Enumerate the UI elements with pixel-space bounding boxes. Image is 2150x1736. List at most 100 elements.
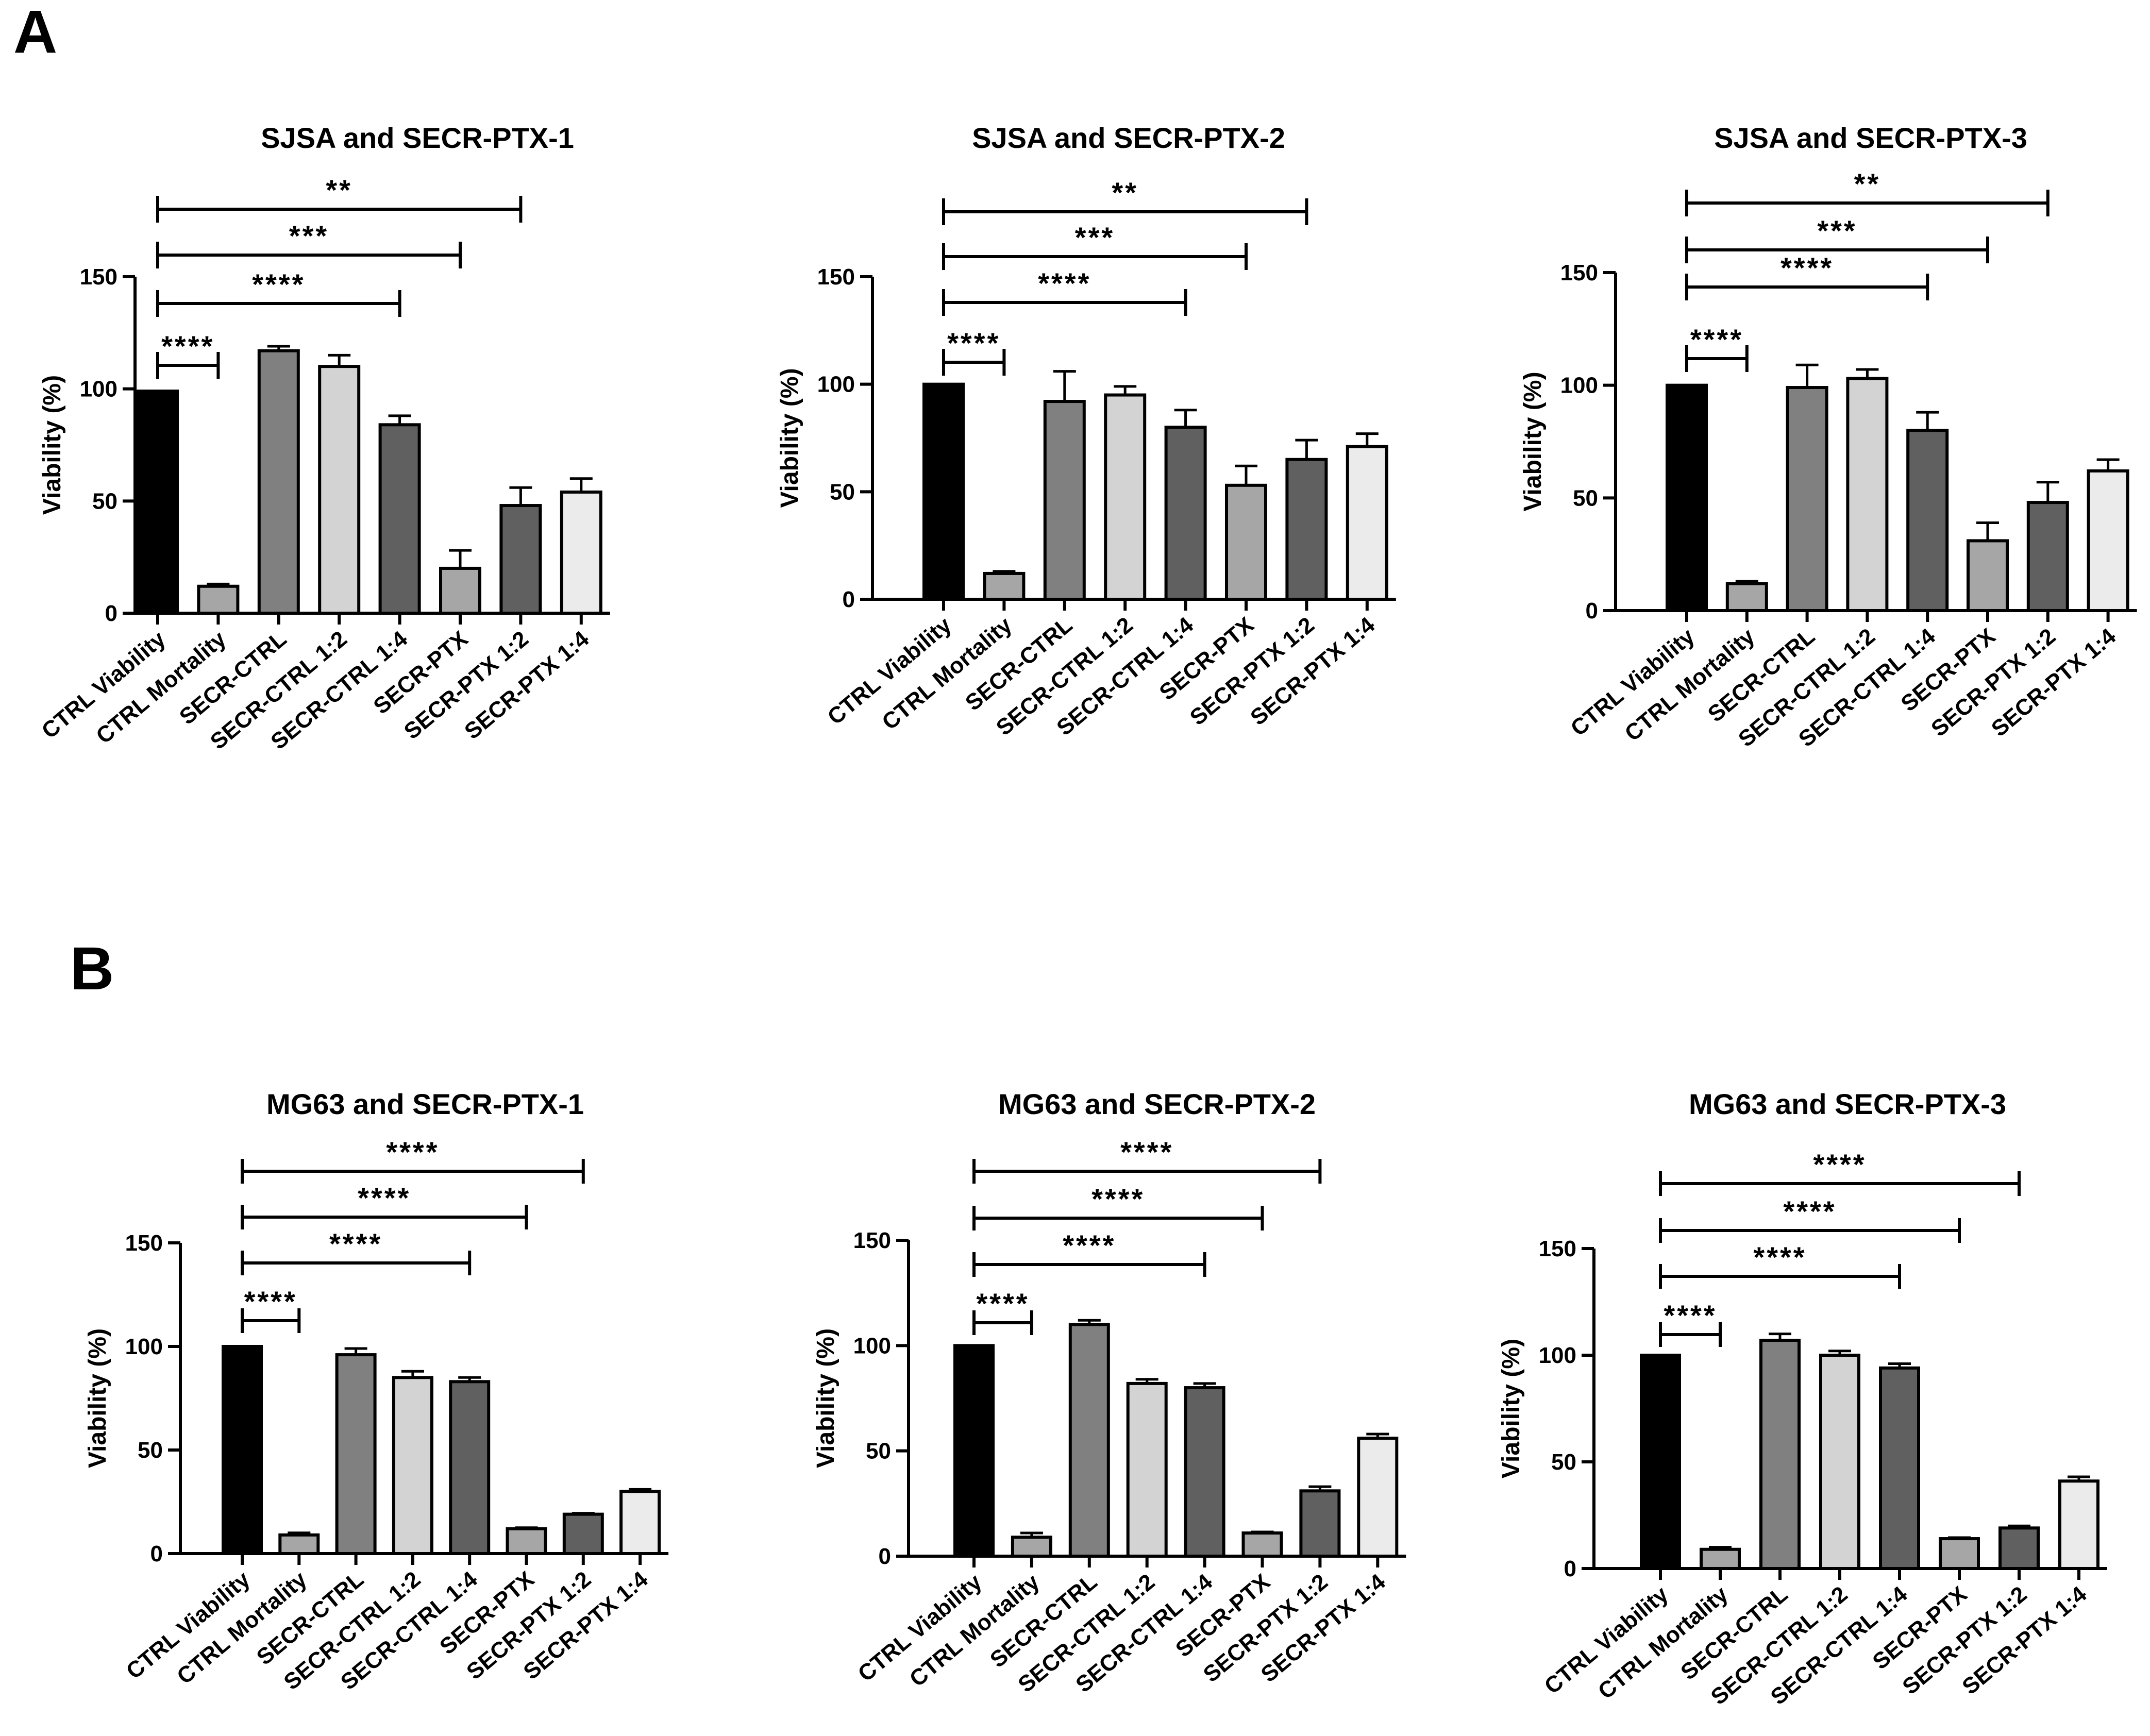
bar [1846,377,1889,613]
significance-label: **** [244,1285,297,1318]
y-tick-label: 50 [1573,485,1598,511]
chart-5: MG63 and SECR-PTX-2 0 50 100 150 Viability (%… [812,1088,1406,1697]
significance-bracket [942,289,1187,316]
y-tick-label: 50 [138,1438,163,1463]
bar [1225,483,1267,601]
bar [1285,458,1328,601]
significance-bracket [241,1205,528,1229]
significance-bracket [1685,274,1929,300]
significance-bracket [156,242,462,268]
chart-title: MG63 and SECR-PTX-3 [1689,1088,2006,1120]
significance-label: *** [1075,221,1115,254]
significance-label: **** [1120,1136,1173,1168]
y-tick-label: 50 [92,488,117,514]
y-tick-label: 50 [830,479,855,504]
y-tick-label: 100 [1560,373,1598,398]
significance-bracket [1685,345,1749,372]
y-axis-label: Viability (%) [1498,1339,1525,1478]
significance-bracket [241,1308,301,1333]
chart-3: SJSA and SECR-PTX-3 0 50 100 150 Viability (%… [1519,122,2137,752]
significance-bracket [1659,1171,2021,1196]
significance-label: ** [326,174,352,206]
y-tick-label: 150 [817,264,855,290]
y-axis-label: Viability (%) [776,368,803,508]
significance-label: **** [1664,1299,1717,1332]
significance-bracket [972,1310,1033,1335]
bar [1043,400,1086,601]
bar [335,1353,377,1556]
bar [499,504,542,615]
bar [318,365,361,615]
significance-label: **** [358,1182,411,1214]
y-tick-label: 0 [1586,598,1598,623]
bar [1700,1547,1741,1570]
significance-label: **** [1813,1148,1866,1181]
y-tick-label: 0 [150,1541,163,1566]
bar [1786,386,1828,612]
significance-label: ** [1112,176,1138,209]
significance-label: ** [1854,167,1881,200]
chart-title: SJSA and SECR-PTX-1 [261,122,574,154]
significance-bracket [156,290,401,317]
bar [983,571,1026,601]
significance-label: **** [329,1227,382,1260]
bar [197,584,240,615]
significance-bracket [1685,237,1989,263]
y-tick-label: 50 [866,1439,891,1464]
significance-label: **** [976,1287,1029,1320]
significance-bracket [156,352,220,379]
bar [1879,1366,1920,1571]
bar [2026,501,2069,613]
chart-title: SJSA and SECR-PTX-2 [972,122,1285,154]
bar [1241,1531,1283,1558]
y-tick-label: 0 [1564,1556,1576,1581]
significance-label: **** [1038,267,1091,299]
significance-label: **** [1063,1229,1116,1261]
significance-bracket [156,196,523,223]
chart-title: MG63 and SECR-PTX-1 [266,1088,584,1120]
chart-4: MG63 and SECR-PTX-1 0 50 100 150 Viability (%… [84,1088,669,1695]
bar [278,1533,320,1556]
y-axis-label: Viability (%) [1519,372,1547,511]
bar [1759,1339,1801,1571]
bar [1640,1354,1681,1570]
bar [506,1527,547,1556]
significance-label: *** [1817,214,1857,247]
y-tick-label: 100 [1539,1343,1576,1368]
chart-6: MG63 and SECR-PTX-3 0 50 100 150 Viability (%… [1498,1088,2107,1710]
bar [392,1376,433,1556]
bar [257,349,300,615]
bar [1126,1381,1168,1558]
bar [1184,1386,1225,1558]
significance-bracket [942,349,1006,376]
y-tick-label: 0 [105,601,117,626]
bar [1906,429,1949,613]
significance-bracket [241,1159,585,1184]
y-axis-label: Viability (%) [39,375,66,515]
significance-bracket [1659,1264,1901,1289]
bar [922,382,965,601]
significance-label: **** [1091,1183,1145,1215]
bar [1998,1526,2040,1571]
bar [378,423,421,615]
bar [619,1490,661,1555]
significance-bracket [942,243,1248,270]
significance-bracket [1685,190,2050,216]
bar [222,1345,263,1555]
significance-label: **** [1781,251,1834,284]
significance-label: **** [1783,1195,1836,1227]
significance-label: *** [289,220,329,252]
significance-bracket [942,198,1308,225]
significance-label: **** [252,268,305,300]
bar [562,1512,604,1556]
bar [1299,1489,1341,1558]
chart-title: SJSA and SECR-PTX-3 [1714,122,2027,154]
significance-label: **** [386,1136,439,1168]
y-tick-label: 100 [817,372,855,397]
bar [1011,1536,1052,1558]
y-tick-label: 0 [843,587,855,612]
y-tick-label: 150 [80,264,117,290]
significance-bracket [241,1251,472,1275]
y-tick-label: 150 [853,1228,891,1253]
